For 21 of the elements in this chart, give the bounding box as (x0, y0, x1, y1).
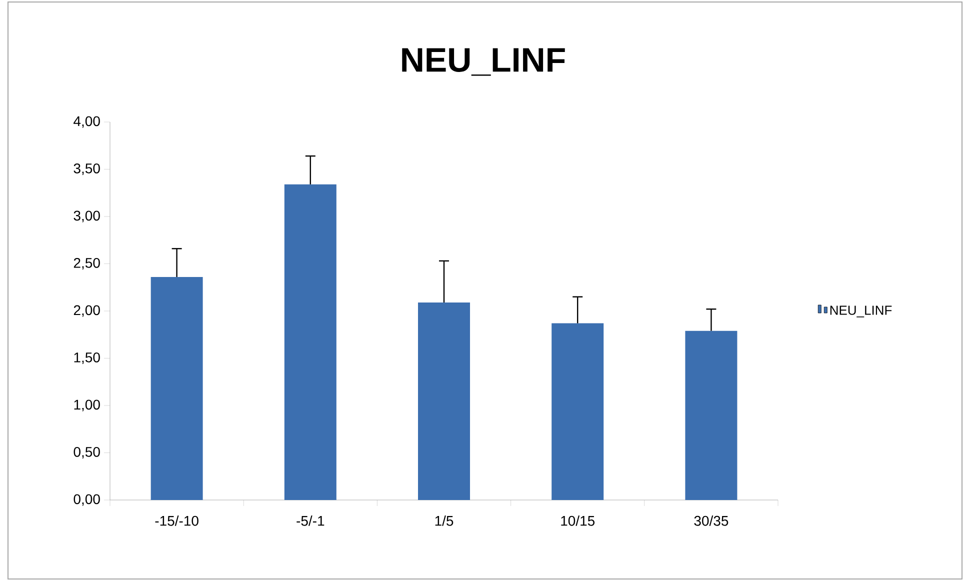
y-tick-label: 2,50 (74, 258, 100, 270)
bar (418, 302, 470, 500)
bar (150, 276, 203, 500)
x-tick-label: -5/-1 (296, 516, 324, 526)
y-tick-label: 0,00 (74, 494, 100, 506)
y-tick-label: 4,00 (74, 116, 100, 128)
bar (685, 330, 738, 500)
x-tick-label: 30/35 (694, 516, 728, 526)
y-tick-label: 3,50 (74, 163, 100, 176)
x-tick-label: 10/15 (561, 516, 595, 526)
y-tick-label: 1,50 (74, 352, 100, 364)
legend-label: NEU_LINF (830, 306, 892, 318)
bar (552, 323, 604, 500)
y-tick-label: 0,50 (74, 446, 100, 459)
x-tick-label: -15/-10 (155, 516, 198, 526)
chart-title: NEU_LINF (402, 48, 565, 76)
x-tick-label: 1/5 (435, 516, 454, 526)
y-tick-label: 1,00 (74, 400, 100, 412)
y-tick-label: 3,00 (74, 210, 100, 222)
bar (284, 184, 336, 500)
y-tick-label: 2,00 (74, 305, 100, 317)
